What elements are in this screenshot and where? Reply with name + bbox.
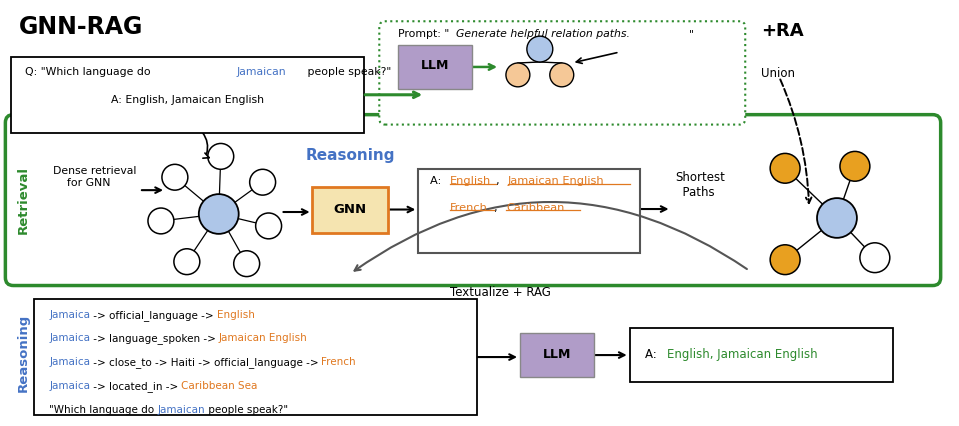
Circle shape [249, 169, 275, 195]
Circle shape [506, 63, 530, 87]
Circle shape [817, 198, 857, 238]
Text: Union: Union [761, 67, 795, 80]
Text: Jamaica: Jamaica [49, 357, 90, 367]
Text: French: French [321, 357, 356, 367]
Text: Jamaican: Jamaican [157, 405, 205, 415]
Circle shape [860, 243, 890, 273]
Circle shape [840, 151, 870, 181]
Text: Jamaican English: Jamaican English [508, 176, 604, 186]
Text: Reasoning: Reasoning [16, 314, 30, 392]
Text: Jamaica: Jamaica [49, 381, 90, 391]
Text: Jamaica: Jamaica [49, 333, 90, 343]
Text: Jamaican English: Jamaican English [219, 333, 308, 343]
Text: Q: "Which language do: Q: "Which language do [25, 67, 154, 77]
Text: A:: A: [644, 348, 660, 360]
FancyBboxPatch shape [520, 333, 594, 377]
Text: Retrieval: Retrieval [16, 166, 30, 234]
Text: Prompt: ": Prompt: " [398, 29, 450, 39]
FancyBboxPatch shape [313, 187, 388, 233]
Text: people speak?": people speak?" [205, 405, 288, 415]
Text: ": " [690, 29, 694, 39]
FancyBboxPatch shape [398, 45, 472, 89]
FancyBboxPatch shape [35, 299, 477, 414]
Text: "Which language do: "Which language do [49, 405, 157, 415]
Text: +RA: +RA [761, 22, 804, 40]
Text: ,: , [496, 176, 503, 186]
Text: English: English [217, 311, 254, 320]
Text: -> language_spoken ->: -> language_spoken -> [90, 333, 220, 344]
Circle shape [550, 63, 573, 87]
Text: -> close_to -> Haiti -> official_language ->: -> close_to -> Haiti -> official_languag… [90, 357, 322, 368]
Text: Textualize + RAG: Textualize + RAG [450, 285, 550, 299]
FancyBboxPatch shape [12, 57, 364, 132]
Text: GNN: GNN [334, 203, 367, 216]
Text: Jamaica: Jamaica [49, 311, 90, 320]
Circle shape [234, 251, 260, 276]
Text: Jamaican: Jamaican [237, 67, 287, 77]
Text: -> located_in ->: -> located_in -> [90, 381, 181, 392]
Circle shape [162, 164, 188, 190]
Circle shape [208, 144, 234, 169]
Text: A: English, Jamaican English: A: English, Jamaican English [111, 95, 265, 105]
Text: Dense retrieval
    for GNN: Dense retrieval for GNN [54, 166, 136, 188]
Circle shape [770, 153, 800, 183]
Text: Caribbean: Caribbean [506, 203, 564, 213]
Text: people speak?": people speak?" [303, 67, 390, 77]
Text: Generate helpful relation paths.: Generate helpful relation paths. [456, 29, 630, 39]
Circle shape [770, 245, 800, 275]
Text: LLM: LLM [543, 348, 571, 360]
Text: A:: A: [431, 176, 445, 186]
Circle shape [174, 249, 199, 275]
Text: Caribbean Sea: Caribbean Sea [181, 381, 258, 391]
Circle shape [526, 36, 552, 62]
Text: -> official_language ->: -> official_language -> [90, 311, 217, 321]
Text: English, Jamaican English: English, Jamaican English [667, 348, 818, 360]
Text: GNN-RAG: GNN-RAG [19, 15, 144, 39]
Text: ,: , [494, 203, 502, 213]
Text: LLM: LLM [421, 60, 450, 72]
Text: English: English [450, 176, 491, 186]
Text: Reasoning: Reasoning [306, 148, 395, 164]
FancyBboxPatch shape [418, 169, 640, 253]
FancyBboxPatch shape [380, 21, 745, 124]
Text: Shortest
  Paths: Shortest Paths [675, 171, 725, 199]
FancyBboxPatch shape [6, 115, 941, 285]
Circle shape [256, 213, 282, 239]
Text: French: French [450, 203, 488, 213]
FancyBboxPatch shape [629, 328, 893, 382]
Circle shape [148, 208, 174, 234]
Circle shape [199, 194, 239, 234]
